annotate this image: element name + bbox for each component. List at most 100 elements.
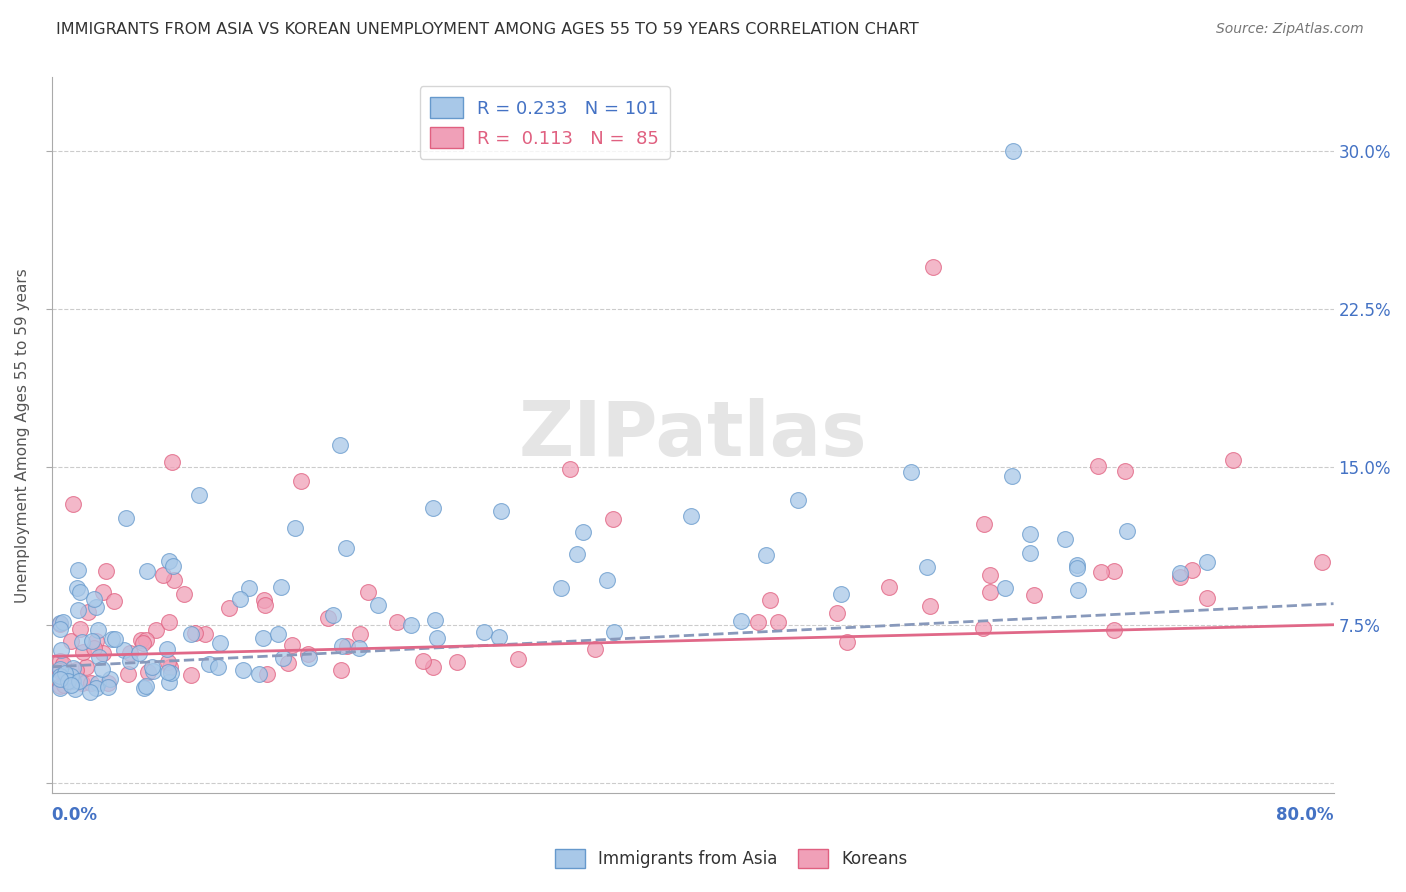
Point: [173, 587, 195, 601]
Point: [59, 669, 82, 683]
Point: [830, 586, 852, 600]
Point: [104, 632, 127, 646]
Point: [922, 260, 945, 274]
Point: [879, 581, 901, 595]
Point: [115, 511, 138, 525]
Text: IMMIGRANTS FROM ASIA VS KOREAN UNEMPLOYMENT AMONG AGES 55 TO 59 YEARS CORRELATIO: IMMIGRANTS FROM ASIA VS KOREAN UNEMPLOYM…: [56, 22, 920, 37]
Point: [835, 635, 858, 649]
Point: [163, 573, 186, 587]
Point: [422, 660, 444, 674]
Point: [412, 654, 434, 668]
Point: [82, 634, 104, 648]
Point: [1001, 144, 1024, 158]
Point: [66, 563, 89, 577]
Point: [160, 455, 183, 469]
Point: [252, 631, 274, 645]
Point: [135, 564, 157, 578]
Point: [550, 581, 572, 595]
Point: [253, 593, 276, 607]
Point: [59, 678, 82, 692]
Point: [49, 669, 72, 683]
Point: [730, 614, 752, 628]
Point: [349, 627, 371, 641]
Point: [155, 641, 177, 656]
Point: [48, 664, 70, 678]
Point: [60, 633, 83, 648]
Point: [489, 504, 512, 518]
Point: [596, 574, 619, 588]
Point: [1104, 624, 1126, 638]
Point: [70, 635, 93, 649]
Point: [1114, 464, 1136, 478]
Point: [87, 623, 110, 637]
Point: [128, 646, 150, 660]
Point: [330, 663, 353, 677]
Point: [118, 654, 141, 668]
Point: [93, 646, 115, 660]
Point: [51, 643, 73, 657]
Point: [207, 660, 229, 674]
Point: [198, 657, 221, 671]
Point: [52, 678, 75, 692]
Point: [973, 517, 995, 532]
Point: [572, 525, 595, 540]
Point: [65, 663, 87, 677]
Point: [62, 661, 84, 675]
Text: ZIPatlas: ZIPatlas: [519, 399, 868, 472]
Point: [1001, 469, 1024, 483]
Point: [60, 673, 83, 688]
Point: [422, 500, 444, 515]
Point: [1195, 555, 1218, 569]
Point: [160, 665, 183, 680]
Point: [152, 568, 174, 582]
Point: [145, 623, 167, 637]
Point: [915, 559, 938, 574]
Point: [91, 584, 114, 599]
Point: [1067, 582, 1090, 597]
Point: [96, 676, 118, 690]
Point: [142, 664, 165, 678]
Point: [118, 646, 141, 660]
Point: [322, 607, 344, 622]
Point: [79, 685, 101, 699]
Point: [979, 585, 1001, 599]
Point: [1168, 569, 1191, 583]
Point: [87, 675, 110, 690]
Point: [75, 660, 97, 674]
Point: [284, 520, 307, 534]
Point: [135, 679, 157, 693]
Point: [66, 581, 89, 595]
Point: [209, 636, 232, 650]
Point: [48, 654, 70, 668]
Point: [1222, 452, 1244, 467]
Point: [162, 559, 184, 574]
Point: [229, 591, 252, 606]
Point: [132, 636, 155, 650]
Point: [766, 615, 789, 629]
Point: [979, 568, 1001, 582]
Point: [271, 651, 294, 665]
Point: [48, 672, 70, 686]
Point: [1168, 566, 1191, 581]
Point: [194, 627, 217, 641]
Point: [385, 615, 408, 629]
Point: [79, 676, 101, 690]
Point: [112, 643, 135, 657]
Point: [62, 673, 84, 688]
Legend: R = 0.233   N = 101, R =  0.113   N =  85: R = 0.233 N = 101, R = 0.113 N = 85: [419, 87, 671, 159]
Point: [62, 497, 84, 511]
Point: [83, 640, 105, 655]
Legend: Immigrants from Asia, Koreans: Immigrants from Asia, Koreans: [548, 842, 914, 875]
Point: [94, 564, 117, 578]
Point: [91, 662, 114, 676]
Point: [787, 493, 810, 508]
Point: [336, 640, 359, 654]
Text: 0.0%: 0.0%: [52, 806, 97, 824]
Point: [426, 631, 449, 645]
Point: [1090, 565, 1112, 579]
Point: [156, 656, 179, 670]
Point: [357, 585, 380, 599]
Point: [1018, 526, 1040, 541]
Point: [256, 666, 278, 681]
Point: [84, 633, 107, 648]
